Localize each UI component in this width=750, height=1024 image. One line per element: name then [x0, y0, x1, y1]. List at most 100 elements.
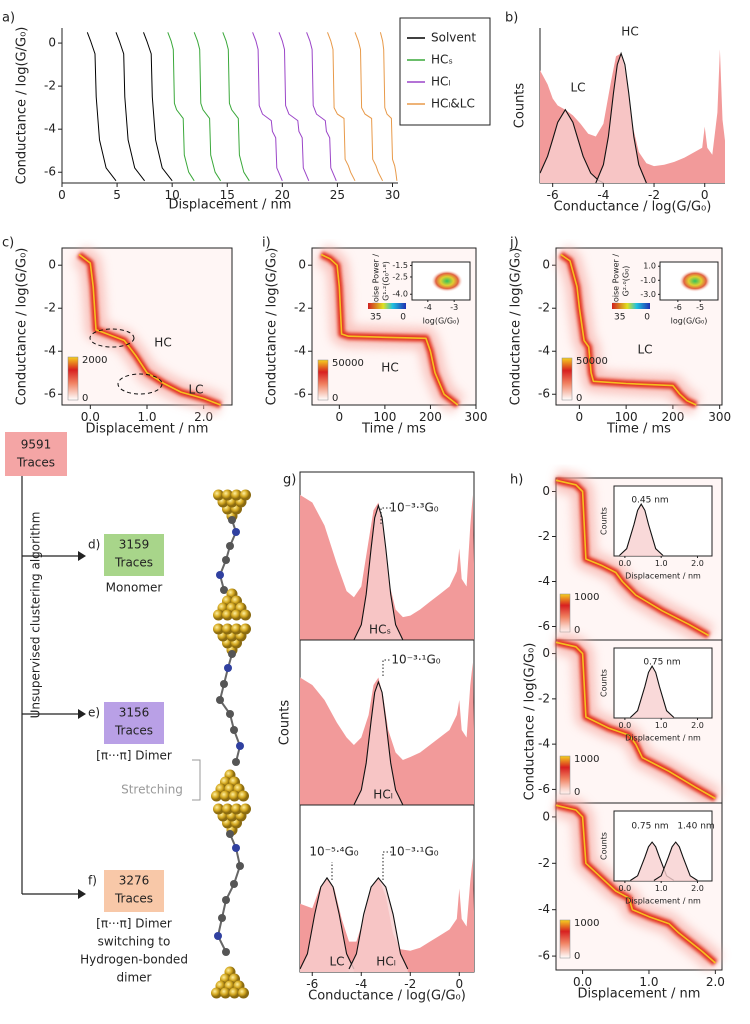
annotation: 0.75 nm	[631, 822, 668, 832]
region-outline	[89, 328, 135, 348]
atom	[236, 742, 244, 750]
trace	[354, 32, 384, 182]
atom	[226, 710, 234, 718]
panel-letter: b)	[505, 11, 518, 26]
gold-atom	[231, 803, 242, 815]
atom	[222, 556, 230, 564]
legend-label: HCₛ	[431, 53, 453, 67]
colorbar-label: 1000	[574, 918, 599, 929]
branch-letter: e)	[88, 706, 100, 720]
y-axis-label: Counts	[600, 669, 609, 697]
start-box	[5, 432, 67, 476]
annotation: LC	[637, 343, 652, 357]
gold-atom	[213, 609, 224, 621]
x-tick-label: -2	[404, 977, 416, 991]
y-axis-label: G¹·²(G₀¹·⁸)	[382, 261, 391, 301]
annotation: LC	[570, 81, 585, 95]
colorbar-label: 0	[644, 313, 650, 323]
y-tick-label: -6	[294, 387, 306, 401]
density-core	[78, 253, 221, 406]
x-tick-label: 100	[373, 410, 396, 424]
noise-cloud	[431, 270, 463, 292]
x-tick-label: -4	[424, 303, 432, 312]
x-tick-label: 0.0	[619, 721, 632, 730]
branch-unit: Traces	[114, 892, 153, 906]
y-tick-label: 0	[542, 809, 550, 823]
density-core	[555, 804, 716, 964]
y-tick-label: -6	[538, 782, 550, 796]
annotation: 0.45 nm	[631, 496, 668, 506]
x-tick-label: 0	[701, 188, 709, 202]
atom	[228, 516, 236, 524]
branch-count: 3276	[119, 874, 150, 888]
x-tick-label: 200	[661, 410, 684, 424]
x-axis-label: Displacement / nm	[625, 572, 701, 581]
y-tick-label: -4	[538, 737, 550, 751]
trace	[193, 32, 222, 182]
y-tick-label: -4	[44, 122, 56, 136]
inset-colorbar	[368, 303, 406, 309]
density-core	[320, 253, 459, 406]
annotation: 10⁻⁵·⁴G₀	[309, 845, 358, 859]
stretch-note: Stretching	[121, 783, 183, 797]
x-tick-label: 0	[336, 410, 344, 424]
gold-atom	[240, 489, 251, 501]
annotation: 10⁻³·¹G₀	[391, 653, 440, 667]
plot-frame	[659, 261, 719, 301]
x-tick-label: 20	[275, 188, 290, 202]
atom	[216, 571, 224, 579]
atom	[222, 948, 230, 956]
x-axis-label: Conductance / log(G/G₀)	[554, 200, 712, 215]
branch-desc: Hydrogen-bonded	[80, 953, 188, 967]
atom	[226, 830, 234, 838]
fit-curve	[629, 664, 675, 718]
y-tick-label: -4	[538, 902, 550, 916]
region-outline	[117, 373, 163, 395]
y-tick-label: -6	[538, 949, 550, 963]
y-tick-label: -4	[538, 344, 550, 358]
y-axis-label: Noise Power /	[612, 254, 621, 308]
gold-atom	[229, 790, 240, 802]
x-tick-label: 1.0	[655, 559, 668, 568]
gold-atom	[231, 623, 242, 635]
colorbar	[559, 593, 571, 633]
colorbar	[317, 359, 329, 401]
annotation: HCₛ	[369, 623, 391, 637]
colorbar	[559, 755, 571, 795]
atom	[230, 880, 238, 888]
atom	[214, 932, 222, 940]
x-axis-label: Displacement / nm	[625, 734, 701, 743]
colorbar-label: 0	[82, 393, 88, 404]
colorbar-label: 35	[614, 313, 625, 323]
y-tick-label: -2	[294, 301, 306, 315]
dotted-arrow	[382, 851, 392, 880]
gold-atom	[229, 987, 240, 999]
gold-atom	[220, 790, 231, 802]
colorbar	[561, 357, 573, 401]
y-axis-label: Conductance / log(G/G₀)	[509, 248, 524, 406]
fit-fill	[653, 842, 698, 881]
y-tick-label: -6	[44, 165, 56, 179]
y-axis-label: Conductance / log(G/G₀)	[523, 643, 538, 801]
fit-curve	[539, 108, 604, 184]
x-tick-label: 5	[113, 188, 121, 202]
branch-count: 3159	[119, 538, 150, 552]
fit-fill	[349, 877, 408, 972]
x-tick-label: 2.0	[691, 721, 704, 730]
annotation: HCₗ	[376, 955, 395, 969]
gold-atom	[238, 987, 249, 999]
fit-fill	[540, 109, 604, 183]
y-axis-label: Noise Power /	[372, 254, 381, 308]
y-tick-label: 1.0	[643, 262, 656, 271]
x-axis-label: Displacement / nm	[625, 897, 701, 906]
density-core	[555, 641, 716, 800]
x-tick-label: 0.0	[619, 559, 632, 568]
atom	[232, 758, 240, 766]
y-tick-label: -3.0	[640, 290, 656, 299]
gold-atom	[238, 790, 249, 802]
fit-curve	[299, 876, 355, 970]
branch-desc: [π···π] Dimer	[96, 749, 172, 763]
fit-curve	[353, 503, 404, 641]
branch-desc: [π···π] Dimer	[96, 917, 172, 931]
